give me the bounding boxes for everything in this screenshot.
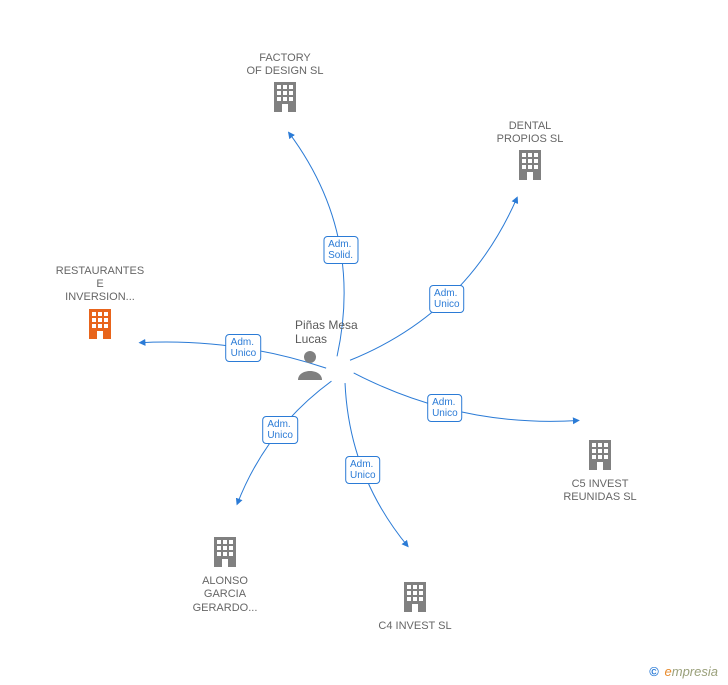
edge-label-alonso: Adm. Unico	[262, 416, 298, 444]
edge-label-c5: Adm. Unico	[427, 394, 463, 422]
node-label: C5 INVEST REUNIDAS SL	[540, 478, 660, 504]
building-icon	[585, 438, 615, 474]
node-dental: DENTAL PROPIOS SL	[470, 120, 590, 185]
building-icon	[85, 307, 115, 343]
building-icon	[270, 80, 300, 116]
node-label: RESTAURANTES E INVERSION...	[40, 265, 160, 305]
node-label: ALONSO GARCIA GERARDO...	[165, 575, 285, 615]
node-c4: C4 INVEST SL	[355, 580, 475, 633]
edge-label-factory: Adm. Solid.	[323, 236, 358, 264]
node-factory: FACTORY OF DESIGN SL	[225, 52, 345, 117]
node-alonso: ALONSO GARCIA GERARDO...	[165, 535, 285, 615]
center-node: Piñas Mesa Lucas	[295, 318, 415, 383]
node-c5: C5 INVEST REUNIDAS SL	[540, 438, 660, 505]
copyright-symbol: ©	[649, 664, 659, 679]
building-icon	[400, 580, 430, 616]
edge-label-rest: Adm. Unico	[226, 334, 262, 362]
node-label: FACTORY OF DESIGN SL	[225, 52, 345, 78]
node-label: DENTAL PROPIOS SL	[470, 120, 590, 146]
brand: empresia	[665, 664, 718, 679]
person-icon	[295, 369, 325, 383]
diagram-canvas: Piñas Mesa Lucas FACTORY OF DESIGN SL DE…	[0, 0, 728, 685]
building-icon	[515, 148, 545, 184]
center-label: Piñas Mesa Lucas	[295, 318, 415, 346]
building-icon	[210, 535, 240, 571]
node-label: C4 INVEST SL	[355, 620, 475, 633]
node-rest: RESTAURANTES E INVERSION...	[40, 265, 160, 343]
edge-label-c4: Adm. Unico	[345, 456, 381, 484]
footer: © empresia	[649, 664, 718, 679]
edge-label-dental: Adm. Unico	[429, 285, 465, 313]
